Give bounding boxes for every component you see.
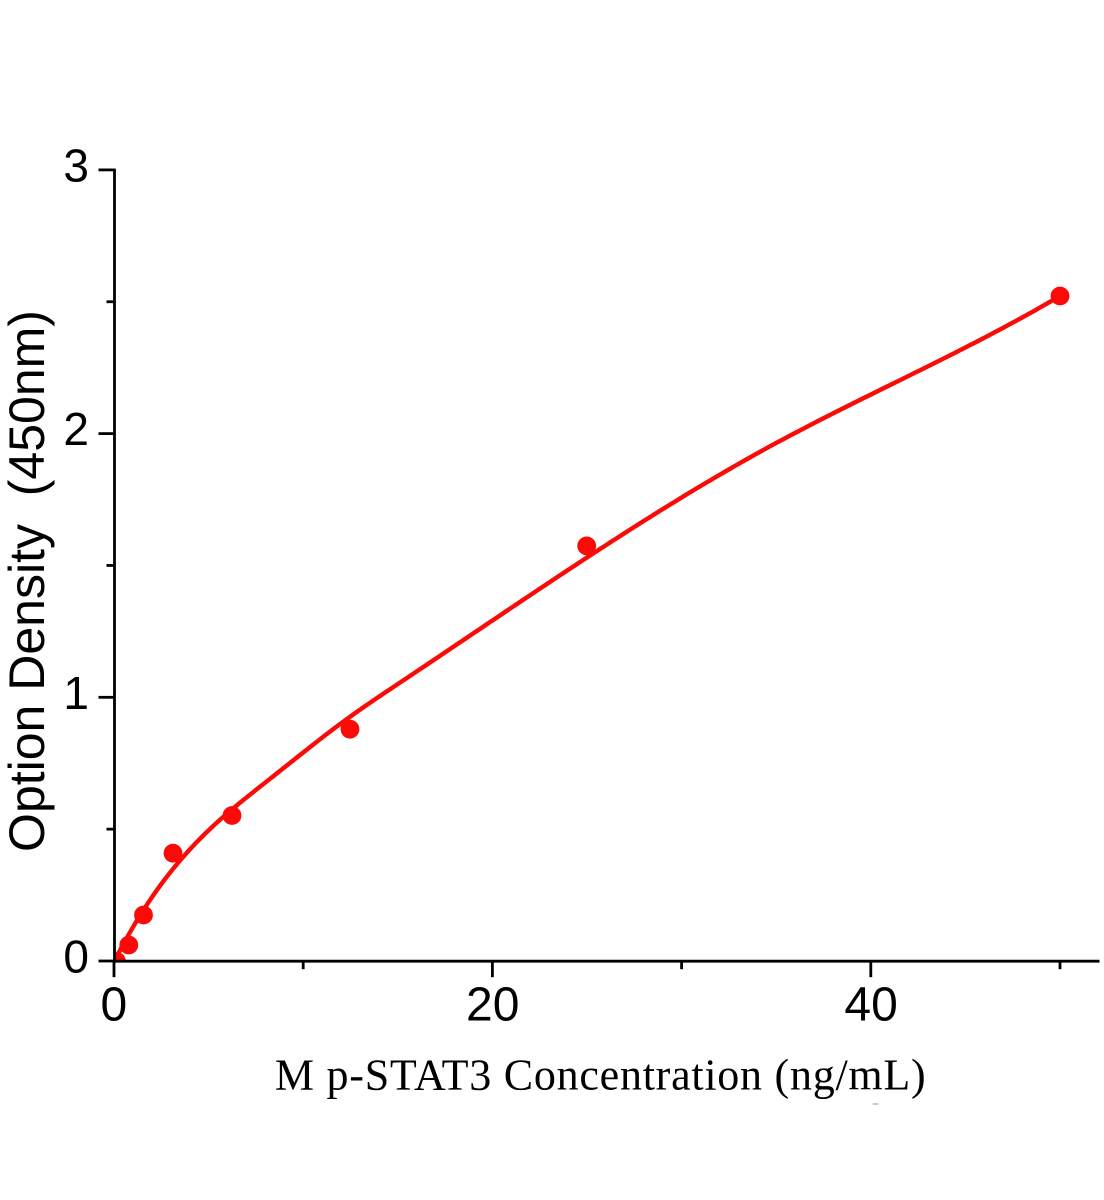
svg-text:40: 40 — [844, 978, 897, 1031]
svg-text:3: 3 — [63, 140, 89, 192]
svg-text:Option Density (450nm): Option Density (450nm) — [0, 310, 55, 852]
svg-text:0: 0 — [63, 931, 89, 983]
svg-text:20: 20 — [466, 978, 519, 1031]
svg-text:0: 0 — [101, 978, 128, 1031]
svg-text:M p-STAT3 Concentration (ng/mL: M p-STAT3 Concentration (ng/mL) — [275, 1050, 927, 1099]
svg-text:2: 2 — [63, 403, 89, 455]
svg-text:1: 1 — [63, 667, 89, 719]
